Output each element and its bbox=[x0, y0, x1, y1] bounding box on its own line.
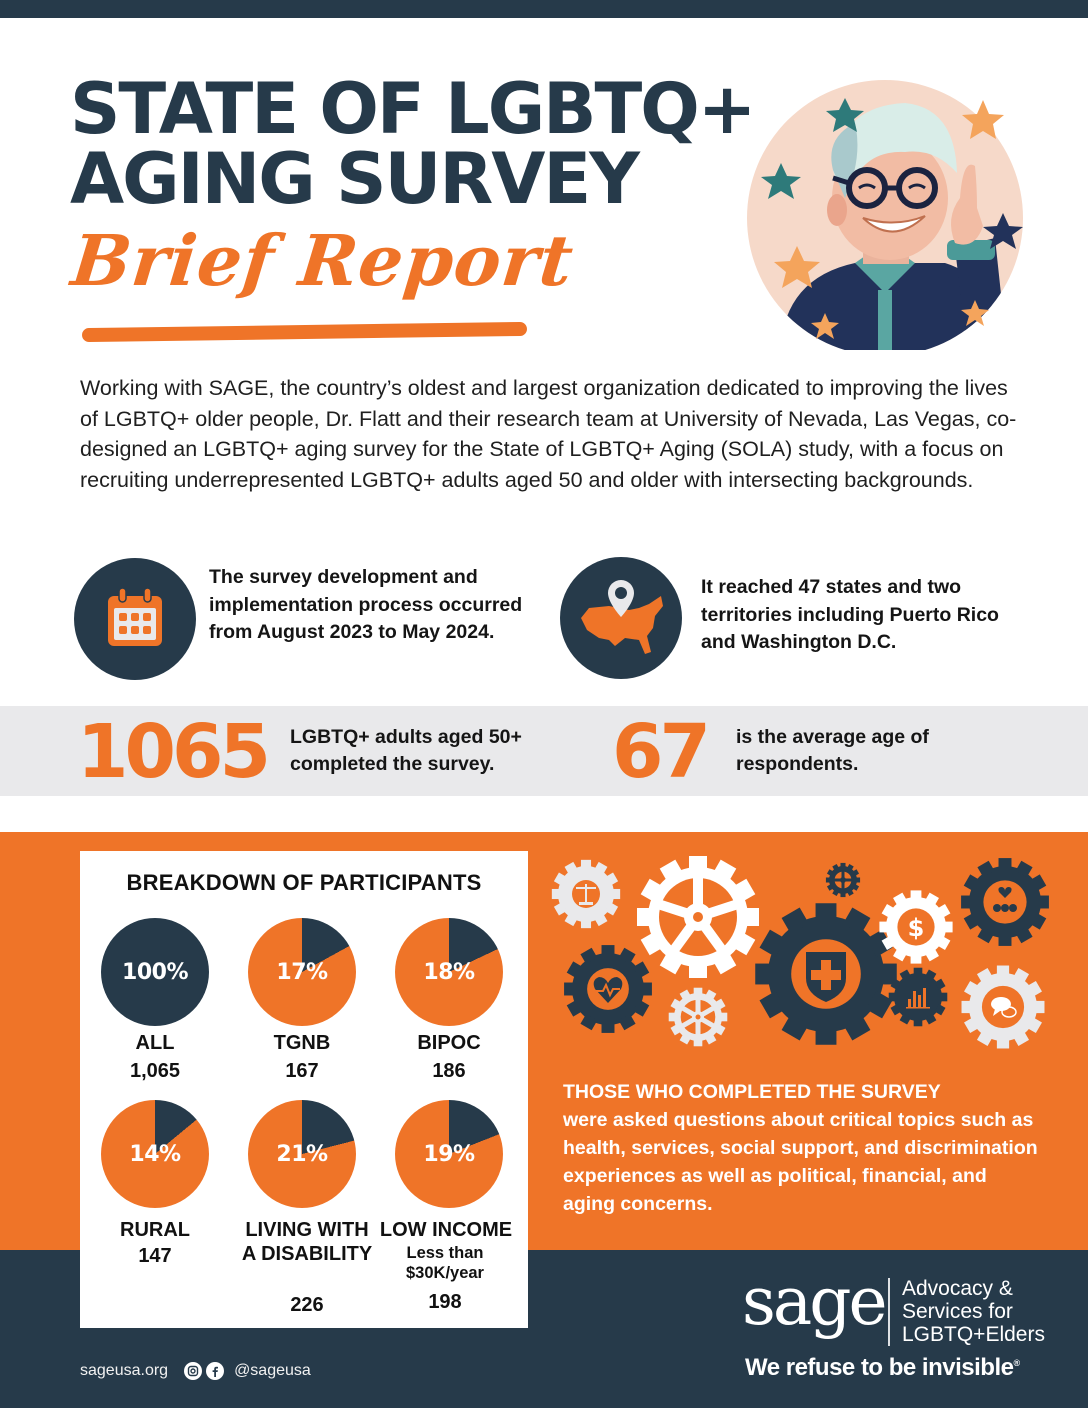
community-heart-icon bbox=[961, 858, 1049, 946]
footer-links: sageusa.org @sageusa bbox=[80, 1362, 311, 1380]
pie-bipoc-label: BIPOC bbox=[417, 1032, 481, 1054]
pie-tgnb-count: 167 bbox=[285, 1060, 319, 1082]
pie-disability-label: LIVING WITH A DISABILITY bbox=[241, 1219, 373, 1265]
slogan-text: We refuse to be invisible bbox=[745, 1354, 1014, 1381]
website-link[interactable]: sageusa.org bbox=[80, 1362, 169, 1379]
survey-topics-note: THOSE WHO COMPLETED THE SURVEY were aske… bbox=[563, 1078, 1043, 1218]
pie-tgnb-label: TGNB bbox=[273, 1032, 331, 1054]
pie-bipoc-pct: 18% bbox=[423, 959, 475, 985]
breakdown-title: BREAKDOWN OF PARTICIPANTS bbox=[126, 870, 482, 895]
pie-low-income: 19% bbox=[395, 1100, 503, 1208]
slogan: We refuse to be invisible® bbox=[745, 1354, 1020, 1382]
calendar-icon bbox=[74, 558, 196, 680]
pie-low-income-pct: 19% bbox=[423, 1141, 475, 1167]
stat-respondents-label: LGBTQ+ adults aged 50+ completed the sur… bbox=[290, 726, 522, 775]
stats-band bbox=[0, 706, 1088, 796]
logo-tagline-1: Advocacy & bbox=[902, 1277, 1013, 1300]
pie-disability-count: 226 bbox=[290, 1294, 324, 1316]
pie-all-pct: 100% bbox=[122, 959, 188, 985]
pie-bipoc: 18% bbox=[395, 918, 503, 1026]
pie-low-income-sub: Less than $30K/year bbox=[406, 1244, 484, 1282]
fact-reach: It reached 47 states and two territories… bbox=[701, 576, 999, 653]
dollar-icon bbox=[879, 890, 953, 964]
top-bar bbox=[0, 0, 1088, 18]
pie-rural-pct: 14% bbox=[129, 1141, 181, 1167]
survey-note-body: were asked questions about critical topi… bbox=[563, 1109, 1038, 1215]
svg-text:$: $ bbox=[908, 914, 925, 942]
pie-low-income-label: LOW INCOME bbox=[379, 1219, 513, 1241]
pie-all-count: 1,065 bbox=[129, 1060, 181, 1082]
registered-mark: ® bbox=[1013, 1358, 1020, 1368]
pie-bipoc-count: 186 bbox=[432, 1060, 466, 1082]
pie-low-income-count: 198 bbox=[428, 1291, 462, 1313]
pie-all: 100% bbox=[101, 918, 209, 1026]
logo-tagline-3: LGBTQ+Elders bbox=[902, 1323, 1045, 1346]
topics-gears-illustration: $ bbox=[548, 852, 1058, 1062]
pie-disability: 21% bbox=[248, 1100, 356, 1208]
facebook-icon[interactable] bbox=[206, 1362, 225, 1380]
page-title-line-1: STATE OF LGBTQ+ bbox=[70, 68, 756, 150]
stat-average-age-value: 67 bbox=[612, 709, 711, 795]
social-handle[interactable]: @sageusa bbox=[234, 1362, 311, 1379]
subtitle: Brief Report bbox=[67, 219, 578, 302]
hero-illustration bbox=[745, 78, 1045, 356]
subtitle-underline bbox=[81, 321, 528, 343]
pie-rural-count: 147 bbox=[138, 1245, 172, 1267]
survey-note-lead: THOSE WHO COMPLETED THE SURVEY bbox=[563, 1081, 941, 1103]
stat-respondents-value: 1065 bbox=[77, 709, 271, 795]
fact-survey-timeline: The survey development and implementatio… bbox=[209, 566, 523, 643]
pie-disability-pct: 21% bbox=[276, 1141, 328, 1167]
pie-rural-label: RURAL bbox=[120, 1219, 190, 1241]
logo-tagline-2: Services for bbox=[902, 1300, 1013, 1323]
pie-rural: 14% bbox=[101, 1100, 209, 1208]
sage-logo: sage bbox=[742, 1263, 888, 1340]
pie-tgnb: 17% bbox=[248, 918, 356, 1026]
pie-tgnb-pct: 17% bbox=[276, 959, 328, 985]
page-title-line-2: AGING SURVEY bbox=[70, 138, 640, 220]
logo-divider bbox=[888, 1278, 890, 1346]
intro-paragraph: Working with SAGE, the country’s oldest … bbox=[80, 376, 1017, 492]
stat-average-age-label: is the average age of respondents. bbox=[736, 726, 929, 775]
sage-logo-tagline: Advocacy & Services for LGBTQ+Elders bbox=[902, 1277, 1045, 1346]
us-map-pin-icon bbox=[560, 557, 682, 679]
pie-all-label: ALL bbox=[135, 1032, 175, 1054]
instagram-icon[interactable] bbox=[184, 1362, 203, 1380]
